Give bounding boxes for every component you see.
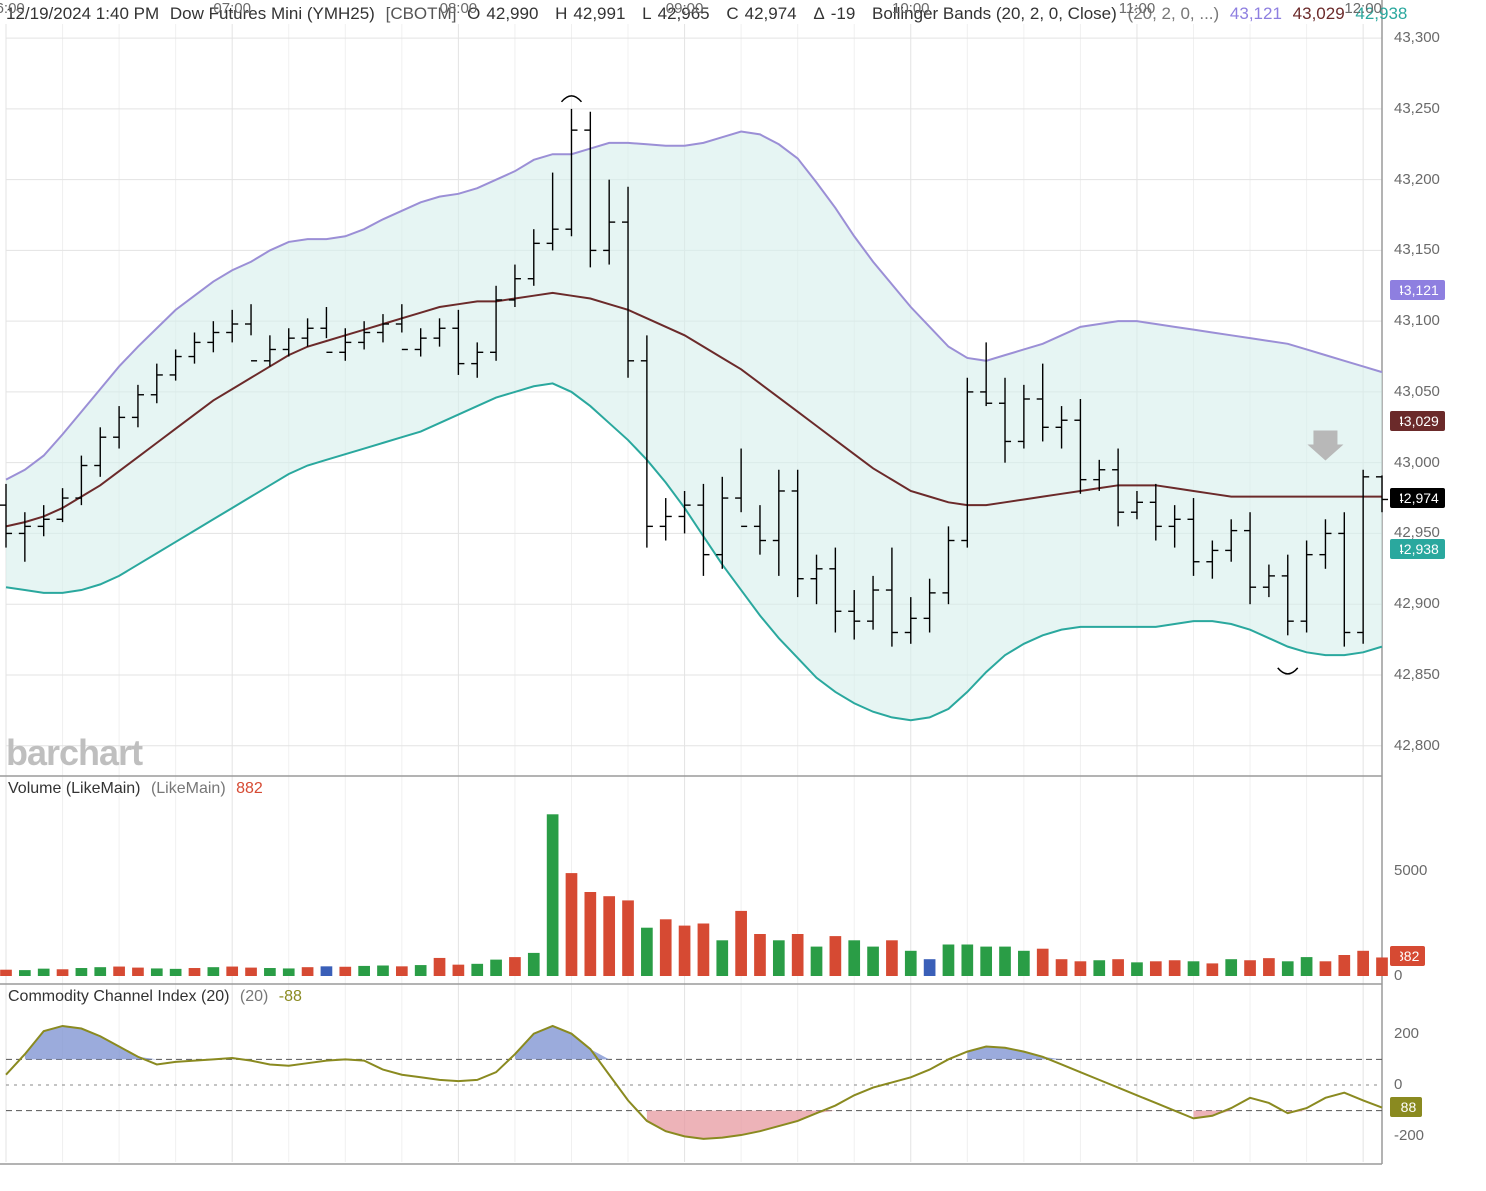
ohlc-o: O42,990: [467, 4, 544, 23]
axis-label: 43,200: [1394, 171, 1440, 188]
cci-header: Commodity Channel Index (20) (20) -88: [8, 988, 308, 1006]
axis-label: 43,150: [1394, 241, 1440, 258]
axis-label: 43,250: [1394, 100, 1440, 117]
axis-label: -200: [1394, 1127, 1424, 1144]
axis-label: 12:00: [1344, 0, 1382, 17]
cci-name: Commodity Channel Index (20): [8, 988, 229, 1005]
volume-param: (LikeMain): [151, 780, 226, 797]
volume-val: 882: [236, 780, 263, 797]
axis-label: 43,000: [1394, 454, 1440, 471]
axis-label: 11:00: [1119, 0, 1155, 17]
price-tag-bb-mid: 43,029: [1390, 411, 1445, 431]
axis-label: 5000: [1394, 862, 1427, 879]
axis-label: 07:00: [213, 0, 251, 17]
axis-label: 43,050: [1394, 383, 1440, 400]
axis-label: 10:00: [892, 0, 930, 17]
price-tag-bb-lower: 42,938: [1390, 539, 1445, 559]
axis-label: 06:00: [0, 0, 25, 17]
cci-param: (20): [240, 988, 268, 1005]
axis-label: 42,900: [1394, 595, 1440, 612]
axis-label: 42,950: [1394, 524, 1440, 541]
volume-header: Volume (LikeMain) (LikeMain) 882: [8, 780, 269, 798]
axis-label: 09:00: [666, 0, 704, 17]
ohlc-c: C42,974: [726, 4, 802, 23]
watermark: barchart: [6, 732, 142, 774]
price-tag-close: 42,974: [1390, 488, 1445, 508]
axis-label: 43,300: [1394, 29, 1440, 46]
chart-svg[interactable]: [0, 0, 1486, 1191]
ohlc-h: H42,991: [555, 4, 631, 23]
axis-label: 200: [1394, 1025, 1419, 1042]
cci-val: -88: [279, 988, 302, 1005]
price-tag-volume: 882: [1390, 946, 1425, 966]
price-tag-bb-upper: 43,121: [1390, 280, 1445, 300]
volume-name: Volume (LikeMain): [8, 780, 141, 797]
axis-label: 0: [1394, 1076, 1402, 1093]
bb-mid-val: 43,029: [1293, 4, 1345, 23]
delta: Δ-19: [813, 4, 861, 23]
axis-label: 42,800: [1394, 737, 1440, 754]
price-tag-cci: -88: [1390, 1097, 1422, 1117]
bb-upper-val: 43,121: [1230, 4, 1282, 23]
symbol-name: Dow Futures Mini (YMH25): [170, 4, 375, 23]
axis-label: 08:00: [440, 0, 478, 17]
axis-label: 43,100: [1394, 312, 1440, 329]
axis-label: 0: [1394, 967, 1402, 984]
axis-label: 42,850: [1394, 666, 1440, 683]
timestamp: 12/19/2024 1:40 PM: [6, 4, 159, 23]
